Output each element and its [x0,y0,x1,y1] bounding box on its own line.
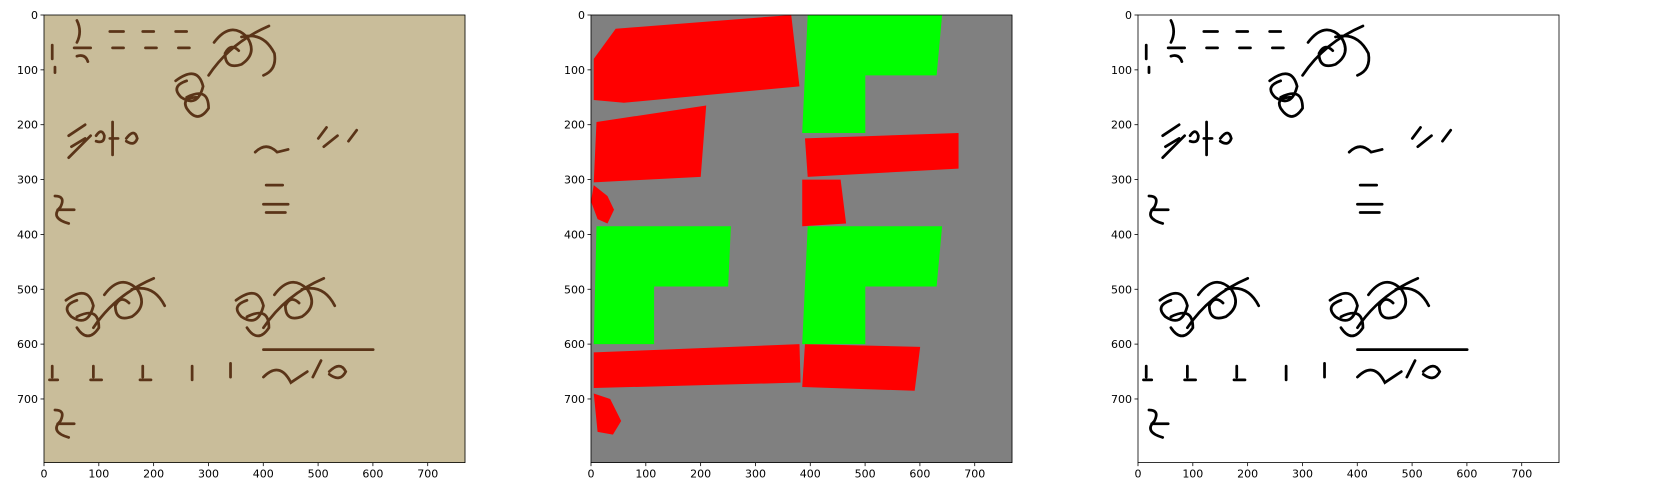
y-tick-label: 100 [564,64,585,77]
y-tick-label: 100 [1111,64,1132,77]
x-tick-label: 100 [1182,468,1203,481]
x-tick-label: 300 [745,468,766,481]
y-tick-label: 600 [564,338,585,351]
y-tick-label: 500 [1111,283,1132,296]
x-tick-label: 0 [588,468,595,481]
x-tick-label: 200 [143,468,164,481]
x-tick-label: 0 [1135,468,1142,481]
y-tick-label: 400 [17,228,38,241]
y-tick-label: 700 [1111,393,1132,406]
y-tick-label: 300 [564,174,585,187]
y-tick-label: 700 [17,393,38,406]
green-regions [593,15,943,345]
y-tick-label: 600 [1111,338,1132,351]
y-tick-label: 200 [564,119,585,132]
x-tick-label: 200 [1237,468,1258,481]
x-tick-label: 100 [635,468,656,481]
image-panel [591,15,1013,463]
x-tick-label: 100 [88,468,109,481]
x-tick-label: 600 [909,468,930,481]
x-tick-label: 0 [41,468,48,481]
y-tick-label: 500 [564,283,585,296]
y-tick-label: 0 [31,9,38,22]
y-tick-label: 200 [1111,119,1132,132]
axes-frame [43,14,466,464]
image-background [44,15,466,463]
y-tick-label: 0 [578,9,585,22]
y-tick-label: 400 [564,228,585,241]
y-tick-label: 0 [1125,9,1132,22]
x-tick-label: 300 [198,468,219,481]
y-tick-label: 300 [1111,174,1132,187]
y-tick-label: 200 [17,119,38,132]
axes-frame [590,14,1013,464]
axes-frame [1137,14,1560,464]
y-tick-label: 300 [17,174,38,187]
x-tick-label: 200 [690,468,711,481]
y-tick-label: 100 [17,64,38,77]
x-tick-label: 700 [964,468,985,481]
y-tick-label: 500 [17,283,38,296]
image-panel [1138,15,1560,463]
x-tick-label: 600 [362,468,383,481]
y-tick-label: 700 [564,393,585,406]
red-regions [591,15,959,435]
x-tick-label: 700 [417,468,438,481]
x-tick-label: 500 [308,468,329,481]
x-tick-label: 500 [855,468,876,481]
x-tick-label: 400 [253,468,274,481]
x-tick-label: 400 [800,468,821,481]
x-tick-label: 500 [1402,468,1423,481]
x-tick-label: 600 [1456,468,1477,481]
image-panel [44,15,466,463]
image-background [1138,15,1560,463]
x-tick-label: 700 [1511,468,1532,481]
x-tick-label: 400 [1347,468,1368,481]
y-tick-label: 400 [1111,228,1132,241]
x-tick-label: 300 [1292,468,1313,481]
y-tick-label: 600 [17,338,38,351]
